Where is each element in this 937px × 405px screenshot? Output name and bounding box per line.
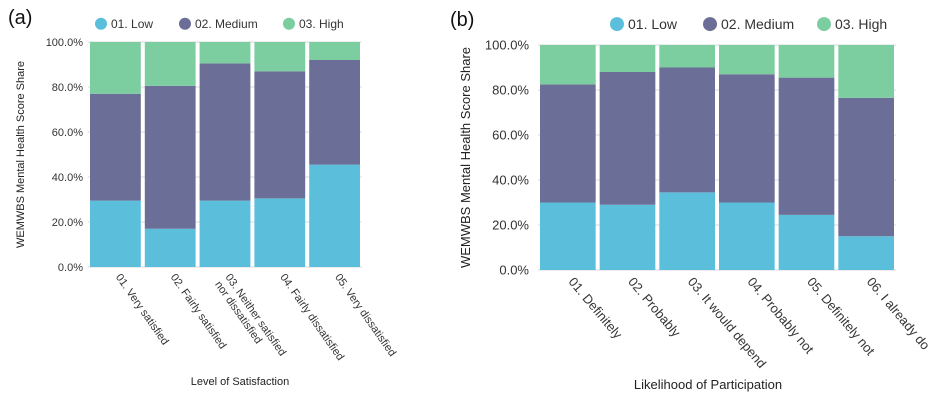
panel-b-bar-high — [659, 45, 715, 68]
panel-a-bar-low — [309, 164, 360, 267]
panel-a-bar-high — [144, 42, 196, 86]
panel-b-legend-label: 02. Medium — [721, 16, 794, 32]
panel-a-legend-label: 01. Low — [111, 17, 153, 31]
panel-b-legend-marker — [703, 17, 717, 32]
panel-a-bar-medium — [309, 60, 360, 165]
panel-b-label: (b) — [450, 9, 474, 31]
panel-b-bar-low — [659, 192, 715, 270]
panel-a-category-label-line: 05. Very dissatisfied — [332, 272, 398, 359]
panel-a-bar-high — [254, 42, 306, 72]
panel-b-legend-label: 01. Low — [628, 16, 678, 32]
panel-b-bar-high — [540, 45, 596, 85]
panel-b-ytick-label: 0.0% — [499, 263, 529, 278]
panel-b-bar-low — [838, 236, 894, 270]
panel-b-legend-label: 03. High — [835, 16, 887, 32]
panel-b-bar-low — [778, 214, 835, 270]
panel-b: (b) 0.0% 20.0% 40.0% 60.0% 80.0% 100.0% 01. Def… — [450, 9, 933, 392]
panel-b-category-label: 02. Probably — [625, 274, 684, 340]
panel-a-bar-low — [199, 200, 251, 267]
panel-b-ytick-label: 20.0% — [492, 218, 529, 233]
panel-b-bar-high — [778, 45, 835, 78]
panel-b-bar-high — [838, 45, 894, 98]
panel-b-bar-high — [599, 45, 656, 72]
panel-a-bar-medium — [254, 71, 306, 199]
panel-a-ytick-label: 40.0% — [52, 172, 83, 184]
panel-a-bar-high — [90, 42, 141, 94]
panel-a-bar-low — [90, 200, 141, 267]
panel-a-x-axis-title: Level of Satisfaction — [191, 376, 289, 388]
panel-a-legend-label: 03. High — [299, 17, 344, 31]
panel-b-category-label-line: 06. I already do — [864, 274, 933, 352]
panel-a-bar-medium — [144, 85, 196, 229]
panel-a-category-label-line: 01. Very satisfied — [113, 272, 171, 348]
panel-a-legend-label: 02. Medium — [195, 17, 258, 31]
panel-b-bar-low — [719, 202, 775, 270]
panel-a-ytick-label: 80.0% — [52, 82, 83, 94]
panel-a-ytick-label: 0.0% — [58, 262, 83, 274]
panel-a-bar-high — [309, 42, 360, 60]
panel-b-bar-medium — [659, 67, 715, 193]
panel-b-legend-marker — [817, 17, 831, 32]
panel-a-bar-medium — [199, 63, 251, 201]
panel-b-bar-medium — [838, 97, 894, 237]
panel-b-bar-medium — [719, 74, 775, 203]
panel-b-category-label: 06. I already do — [864, 274, 933, 352]
panel-b-bar-medium — [778, 77, 835, 215]
panel-b-category-label-line: 01. Definitely — [566, 274, 626, 342]
panel-b-category-label-line: 02. Probably — [625, 274, 684, 340]
panel-b-ytick-label: 40.0% — [492, 173, 529, 188]
panel-a-ytick-label: 100.0% — [46, 37, 84, 49]
panel-b-bar-medium — [540, 84, 596, 203]
panel-a-category-label: 05. Very dissatisfied — [332, 272, 398, 359]
panel-b-category-label: 01. Definitely — [566, 274, 626, 342]
panel-a: (a) 0.0% 20.0% 40.0% 60.0% 80.0% 100.0% 01. Ver… — [8, 7, 398, 388]
panel-a-ytick-label: 60.0% — [52, 127, 83, 139]
panel-a-category-label: 01. Very satisfied — [113, 272, 171, 348]
panel-a-bar-low — [254, 198, 306, 267]
panel-b-ytick-label: 100.0% — [485, 38, 530, 53]
panel-b-legend-marker — [610, 17, 624, 32]
panel-b-bar-medium — [599, 72, 656, 205]
panel-a-legend-marker — [283, 17, 295, 30]
panel-b-ytick-label: 80.0% — [492, 83, 529, 98]
panel-a-bar-low — [144, 228, 196, 267]
panel-a-bar-high — [199, 42, 251, 64]
panel-b-bar-low — [599, 204, 656, 270]
panel-a-legend-marker — [95, 17, 107, 30]
panel-b-x-axis-title: Likelihood of Participation — [634, 377, 782, 392]
panel-a-ytick-label: 20.0% — [52, 217, 83, 229]
panel-b-y-axis-title: WEMWBS Mental Health Score Share — [458, 47, 473, 268]
panel-a-legend-marker — [179, 17, 191, 30]
panel-a-category-label: 03. Neither satisfiednor dissatisfied — [212, 272, 288, 366]
panel-b-bar-high — [719, 45, 775, 75]
panel-b-ytick-label: 60.0% — [492, 128, 529, 143]
panel-a-y-axis-title: WEMWBS Mental Health Score Share — [15, 61, 27, 248]
panel-a-category-label-line: 03. Neither satisfied — [223, 272, 289, 359]
panel-a-bar-medium — [90, 93, 141, 201]
panel-a-label: (a) — [8, 7, 32, 29]
panel-b-bar-low — [540, 202, 596, 270]
